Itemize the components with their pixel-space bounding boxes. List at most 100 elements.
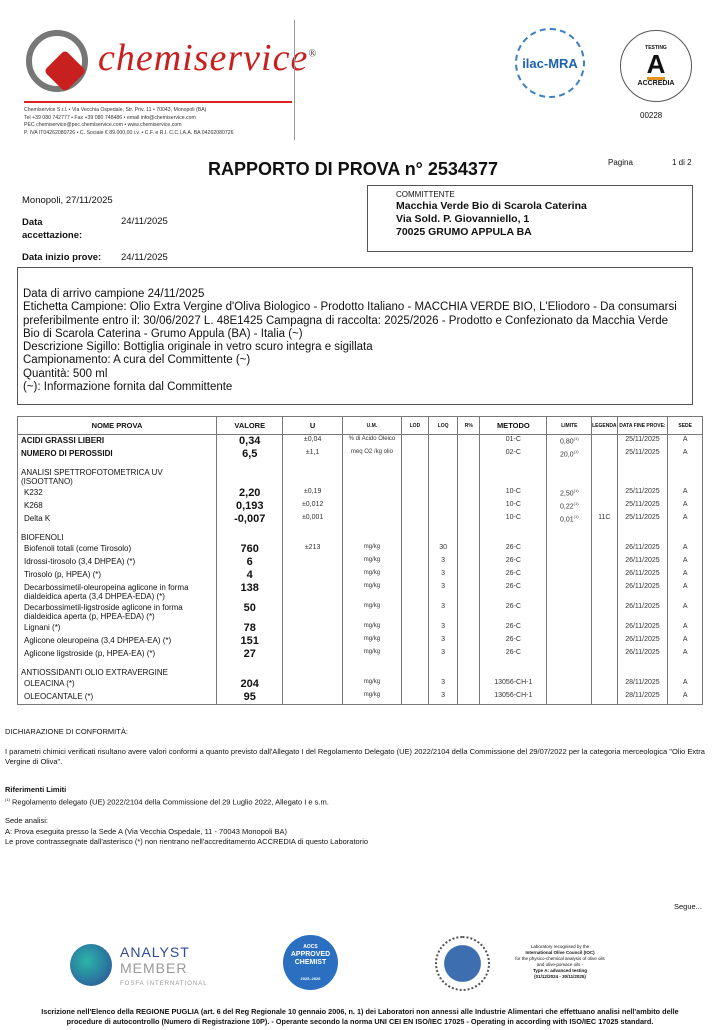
cell-date: 25/11/2025: [616, 434, 669, 448]
table-row: OLEOCANTALE (*) 95 mg/kg 3 13056-CH-1 28/11/2…: [16, 691, 703, 705]
cell-value: 78: [216, 622, 284, 635]
sites-title: Sede analisi:: [5, 816, 48, 825]
cell-u: [282, 556, 343, 569]
cell-site: A: [667, 487, 703, 500]
date-text: 26/11/2025: [625, 570, 660, 577]
method-text: 26-C: [505, 603, 521, 610]
column-header: VALORE: [216, 416, 284, 435]
site-text: A: [682, 692, 688, 699]
cell-u: [282, 582, 343, 602]
column-header: R%: [457, 416, 481, 435]
test-name: ANALISI SPETTROFOTOMETRICA UV (ISOOTTANO…: [16, 461, 218, 487]
cell-lod: [401, 500, 429, 513]
test-name: Decarbossimetil-oleuropeina aglicone in …: [16, 582, 218, 602]
sampling: Campionamento: A cura del Committente (~…: [23, 354, 251, 367]
cell-date: [616, 526, 669, 543]
cell-site: A: [667, 678, 703, 691]
cell-method: [479, 461, 548, 487]
cell-loq: 3: [427, 556, 459, 569]
divider: [24, 101, 292, 103]
value-text: 6: [246, 556, 253, 568]
cell-limit: [546, 635, 593, 648]
cell-date: 25/11/2025: [616, 513, 669, 526]
loq-text: 3: [441, 603, 446, 610]
cell-u: ±0,001: [282, 513, 343, 526]
loq-text: 3: [441, 583, 446, 590]
method-text: 01-C: [505, 436, 521, 443]
cell-site: A: [667, 569, 703, 582]
start-label: Data inizio prove:: [22, 252, 102, 263]
cell-limit: [546, 526, 593, 543]
test-name: OLEACINA (*): [16, 678, 218, 691]
date-text: 26/11/2025: [625, 544, 660, 551]
cell-date: 26/11/2025: [616, 582, 669, 602]
cell-loq: 3: [427, 678, 459, 691]
test-name: Idrossi-tirosolo (3,4 DHPEA) (*): [16, 556, 218, 569]
column-header: U.M.: [341, 416, 403, 435]
method-text: 26-C: [505, 649, 521, 656]
cell-r: [457, 434, 481, 448]
cell-loq: [427, 500, 459, 513]
cell-value: 0,193: [216, 500, 284, 513]
quantity: Quantità: 500 ml: [23, 367, 108, 380]
loq-text: 3: [441, 649, 446, 656]
test-name: Decarbossimetil-ligstroside aglicone in …: [16, 602, 218, 622]
value-text: 50: [243, 602, 256, 614]
value-text: -0,007: [234, 513, 266, 525]
cell-method: 10-C: [479, 487, 548, 500]
cell-lod: [401, 461, 429, 487]
cell-method: 26-C: [479, 635, 548, 648]
ioc-logo: [435, 936, 490, 991]
cell-limit: 0,80(1): [546, 434, 593, 448]
site-text: A: [682, 436, 688, 443]
table-row: Aglicone ligstroside (p, HPEA-EA) (*) 27 m…: [16, 648, 703, 661]
cell-method: 26-C: [479, 582, 548, 602]
cell-r: [457, 543, 481, 556]
cell-date: [616, 461, 669, 487]
cell-loq: 30: [427, 543, 459, 556]
method-text: 13056-CH-1: [494, 679, 533, 686]
table-row: K268 0,193 ±0,012 10-C 0,22(1) 25/11/2025 A: [16, 500, 703, 513]
client-city: 70025 GRUMO APPULA BA: [396, 226, 532, 238]
cell-u: [282, 648, 343, 661]
cell-lod: [401, 526, 429, 543]
cell-u: [282, 602, 343, 622]
cell-limit: 0,22(1): [546, 500, 593, 513]
method-text: 26-C: [505, 583, 521, 590]
site-text: A: [682, 636, 688, 643]
date-text: 26/11/2025: [625, 583, 660, 590]
cell-limit: [546, 543, 593, 556]
cell-method: 02-C: [479, 448, 548, 461]
test-name: BIOFENOLI: [16, 526, 218, 543]
place-date: Monopoli, 27/11/2025: [22, 195, 113, 206]
site-text: A: [682, 557, 688, 564]
cell-method: 26-C: [479, 648, 548, 661]
date-text: 26/11/2025: [625, 636, 660, 643]
cell-r: [457, 461, 481, 487]
column-header: METODO: [479, 416, 548, 435]
cell-um: mg/kg: [341, 543, 403, 556]
cell-r: [457, 487, 481, 500]
cell-value: 151: [216, 635, 284, 648]
cell-r: [457, 648, 481, 661]
cell-um: mg/kg: [341, 569, 403, 582]
globe-icon: [70, 944, 112, 986]
limit-text: 20,0: [560, 451, 574, 459]
cell-site: [667, 461, 703, 487]
analyst-logo: ANALYST MEMBER FOSFA INTERNATIONAL: [120, 944, 208, 987]
cell-u: ±0,012: [282, 500, 343, 513]
cell-r: [457, 582, 481, 602]
limit-text: 2,50: [560, 490, 574, 498]
cell-r: [457, 661, 481, 678]
cell-legend: [591, 500, 618, 513]
cell-r: [457, 622, 481, 635]
column-header: DATA FINE PROVE:: [616, 416, 669, 435]
method-text: 10-C: [505, 501, 521, 508]
cell-lod: [401, 569, 429, 582]
sample-label: Etichetta Campione: Olio Extra Vergine d…: [23, 301, 677, 340]
cell-legend: [591, 543, 618, 556]
test-name: Aglicone ligstroside (p, HPEA-EA) (*): [16, 648, 218, 661]
cell-site: [667, 661, 703, 678]
u-text: ±0,012: [301, 501, 324, 508]
cell-loq: [427, 513, 459, 526]
